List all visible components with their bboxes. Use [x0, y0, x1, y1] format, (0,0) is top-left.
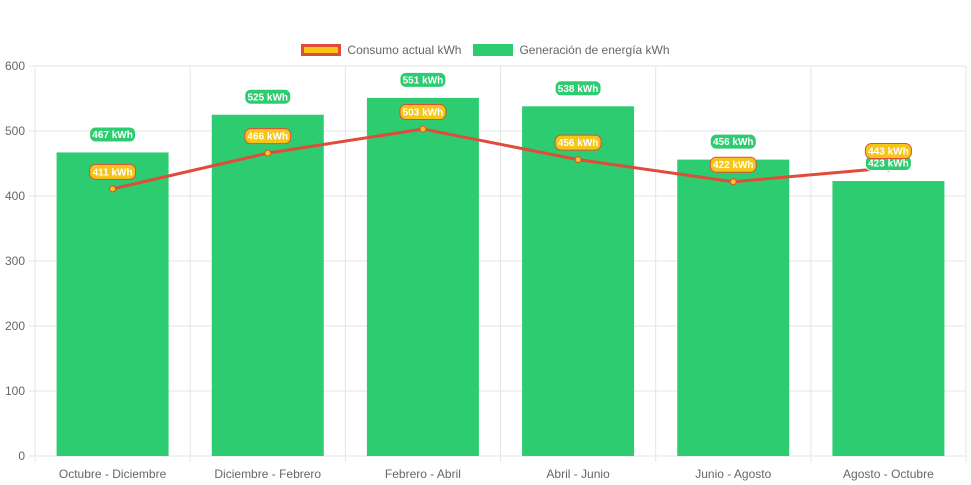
bar-data-label: 423 kWh	[868, 159, 909, 170]
y-tick-label: 0	[18, 449, 25, 463]
legend-label-generacion: Generación de energía kWh	[519, 43, 670, 57]
legend-swatch-generacion	[473, 44, 514, 56]
y-tick-label: 600	[5, 59, 25, 73]
y-tick-label: 500	[5, 124, 25, 138]
bar-data-label-bg	[709, 133, 757, 150]
y-tick-label: 400	[5, 189, 25, 203]
line-point	[729, 178, 737, 186]
bar	[56, 152, 169, 456]
line-series	[112, 127, 889, 191]
x-tick-label: Junio - Agosto	[695, 467, 771, 481]
legend-item-generacion[interactable]: Generación de energía kWh	[473, 43, 670, 57]
bar	[832, 181, 945, 457]
line-data-label: 456 kWh	[558, 138, 599, 149]
bar-data-label: 551 kWh	[403, 75, 444, 86]
x-tick-label: Abril - Junio	[546, 467, 610, 481]
legend-label-consumo: Consumo actual kWh	[347, 43, 462, 57]
x-tick-label: Diciembre - Febrero	[214, 467, 321, 481]
legend: Consumo actual kWh Generación de energía…	[0, 42, 971, 58]
y-tick-label: 100	[5, 384, 25, 398]
bar-data-label: 467 kWh	[92, 130, 133, 141]
line-data-label-bg	[709, 156, 757, 173]
bar	[211, 114, 324, 456]
line-point	[574, 156, 582, 164]
y-tick-label: 300	[5, 254, 25, 268]
line-data-label-bg	[244, 128, 292, 145]
bar-data-label: 456 kWh	[713, 137, 754, 148]
bar-data-label-bg	[399, 71, 447, 88]
line-data-label: 422 kWh	[713, 160, 754, 171]
bar-data-label-bg	[554, 80, 602, 97]
line-data-label: 443 kWh	[868, 147, 909, 158]
line-data-label-bg	[864, 143, 912, 160]
bar	[366, 97, 479, 456]
line-point	[109, 185, 117, 193]
line-data-label: 411 kWh	[93, 167, 133, 178]
bar-data-label-bg	[89, 126, 137, 143]
bar-data-label: 525 kWh	[247, 92, 288, 103]
line-point	[264, 149, 272, 157]
x-tick-label: Octubre - Diciembre	[59, 467, 167, 481]
line-point	[419, 125, 427, 133]
x-tick-label: Agosto - Octubre	[843, 467, 934, 481]
bar-data-label: 538 kWh	[558, 84, 599, 95]
legend-item-consumo[interactable]: Consumo actual kWh	[301, 43, 461, 57]
bar	[677, 159, 790, 456]
line-data-label-bg	[554, 134, 602, 151]
bar-data-label-bg	[244, 88, 292, 105]
legend-swatch-consumo	[301, 44, 342, 56]
line-data-label: 503 kWh	[403, 108, 444, 119]
line-data-label-bg	[89, 163, 137, 180]
y-tick-label: 200	[5, 319, 25, 333]
line-data-label: 466 kWh	[247, 132, 288, 143]
line-data-label-bg	[399, 104, 447, 121]
x-tick-label: Febrero - Abril	[385, 467, 461, 481]
